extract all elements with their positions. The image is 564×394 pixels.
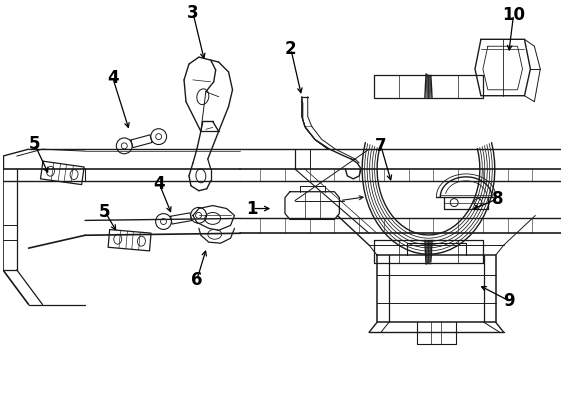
Text: 6: 6 — [191, 271, 202, 289]
Text: 4: 4 — [153, 175, 165, 193]
Text: 5: 5 — [99, 203, 111, 221]
Text: 7: 7 — [375, 137, 387, 155]
Text: 9: 9 — [503, 292, 514, 310]
Text: 10: 10 — [502, 6, 525, 24]
Text: 8: 8 — [492, 190, 504, 208]
Text: 4: 4 — [107, 69, 118, 87]
Text: 3: 3 — [187, 4, 199, 22]
Text: 5: 5 — [29, 135, 41, 153]
Text: 1: 1 — [246, 199, 258, 217]
Text: 2: 2 — [285, 40, 297, 58]
